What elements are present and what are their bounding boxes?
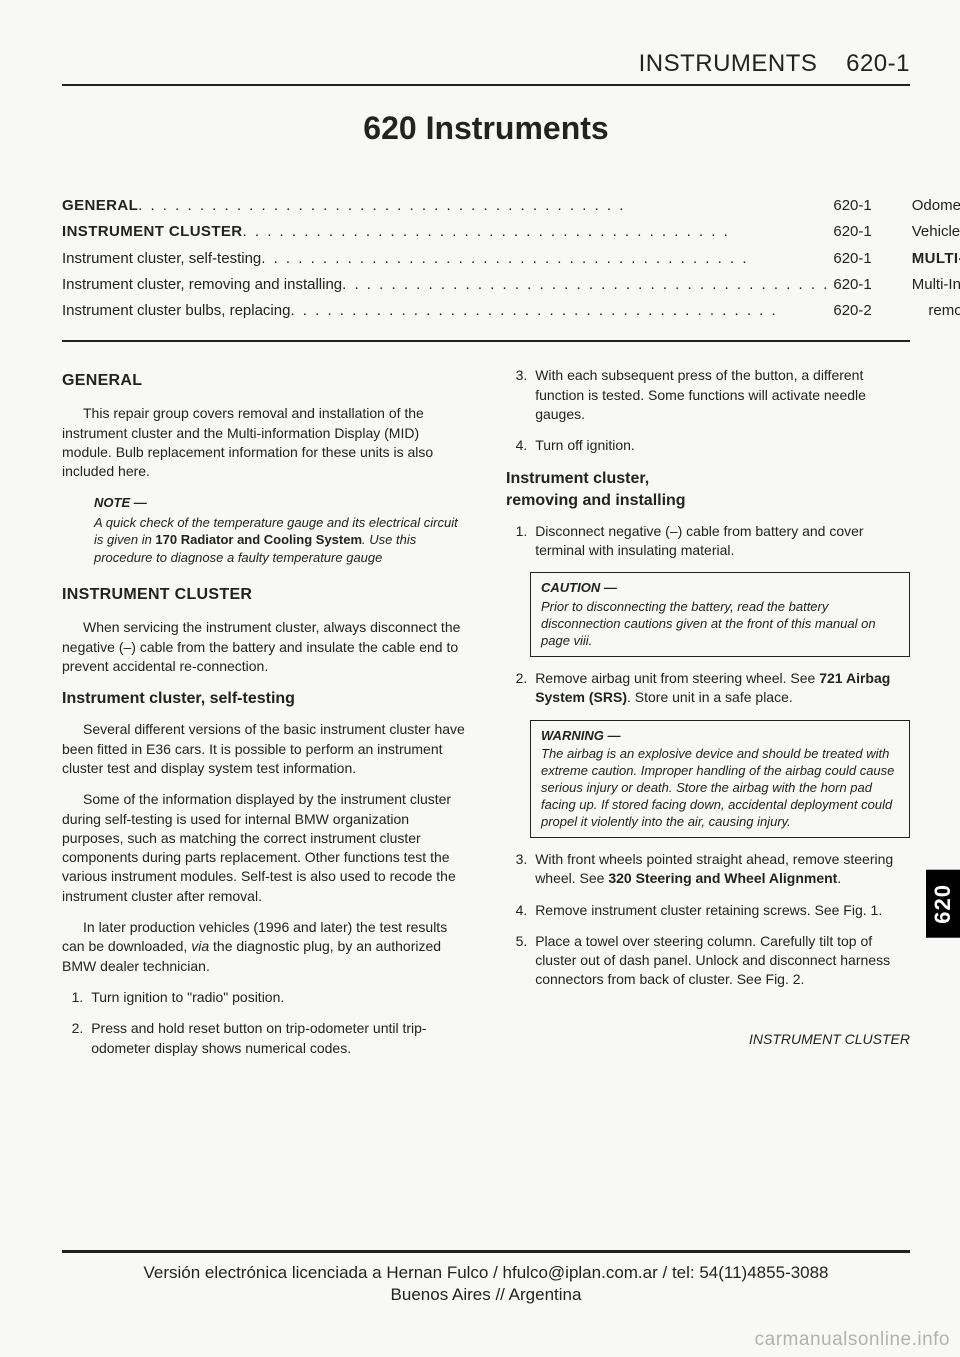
toc-row: Multi-Information Display, [912, 272, 960, 298]
note-title: NOTE — [94, 494, 466, 512]
heading-instrument-cluster: INSTRUMENT CLUSTER [62, 584, 466, 606]
step-4: Turn off ignition. [531, 436, 910, 455]
page: INSTRUMENTS 620-1 620 Instruments GENERA… [0, 0, 960, 1357]
toc-label: Instrument cluster bulbs, replacing [62, 298, 290, 324]
toc-page: 620-2 [829, 298, 871, 324]
toc-label: MULTI-INFORMATION DISPLAY (MID) [912, 246, 960, 272]
note-body: A quick check of the temperature gauge a… [94, 514, 466, 567]
toc-label: Instrument cluster, self-testing [62, 246, 261, 272]
remove-step-2: Remove airbag unit from steering wheel. … [531, 669, 910, 708]
heading-removing-line1: Instrument cluster, [506, 468, 910, 490]
paragraph-general: This repair group covers removal and ins… [62, 404, 466, 481]
paragraph-selftest-1: Several different versions of the basic … [62, 720, 466, 778]
toc-label: Instrument cluster, removing and install… [62, 272, 342, 298]
toc-row: MULTI-INFORMATION DISPLAY (MID) . . . . … [912, 246, 960, 272]
toc-page: 620-1 [829, 193, 871, 219]
toc-dots: . . . . . . . . . . . . . . . . . . . . … [138, 193, 829, 219]
side-tab: 620 [926, 870, 960, 938]
toc-dots: . . . . . . . . . . . . . . . . . . . . … [261, 246, 829, 272]
heading-self-testing: Instrument cluster, self-testing [62, 688, 466, 710]
toc-label: removing and installing [912, 298, 960, 324]
toc-label: Odometer coding plug, replacing [912, 193, 960, 219]
header-rule [62, 84, 910, 86]
toc-row: removing and installing . . . . . . . . … [912, 298, 960, 324]
caution-box: CAUTION — Prior to disconnecting the bat… [530, 572, 910, 657]
remove-step-1: Disconnect negative (–) cable from batte… [531, 522, 910, 561]
removing-steps-2: Remove airbag unit from steering wheel. … [531, 669, 910, 708]
toc-page: 620-1 [829, 219, 871, 245]
remove-step-4: Remove instrument cluster retaining scre… [531, 901, 910, 920]
watermark: carmanualsonline.info [755, 1329, 950, 1351]
selftest-steps: Turn ignition to "radio" position. Press… [87, 988, 466, 1058]
heading-removing-line2: removing and installing [506, 490, 910, 512]
toc-row: Instrument cluster bulbs, replacing . . … [62, 298, 872, 324]
warning-box: WARNING — The airbag is an explosive dev… [530, 720, 910, 838]
paragraph-selftest-2: Some of the information displayed by the… [62, 790, 466, 906]
chapter-title: 620 Instruments [62, 110, 910, 147]
running-header: INSTRUMENTS 620-1 [62, 50, 910, 78]
toc-label: Multi-Information Display, [912, 272, 960, 298]
remove-step-3: With front wheels pointed straight ahead… [531, 850, 910, 889]
selftest-steps-continued: With each subsequent press of the button… [531, 366, 910, 455]
toc-row: Vehicle speed sender, replacing . . . . … [912, 219, 960, 245]
toc-dots: . . . . . . . . . . . . . . . . . . . . … [290, 298, 829, 324]
toc-page: 620-1 [829, 272, 871, 298]
toc-row: GENERAL . . . . . . . . . . . . . . . . … [62, 193, 872, 219]
header-page: 620-1 [846, 50, 910, 77]
warning-body: The airbag is an explosive device and sh… [541, 746, 899, 830]
toc-label: GENERAL [62, 193, 138, 219]
caution-title: CAUTION — [541, 579, 899, 597]
paragraph-selftest-3: In later production vehicles (1996 and l… [62, 918, 466, 976]
toc-row: Instrument cluster, removing and install… [62, 272, 872, 298]
toc-row: INSTRUMENT CLUSTER . . . . . . . . . . .… [62, 219, 872, 245]
heading-general: GENERAL [62, 370, 466, 392]
toc-label: INSTRUMENT CLUSTER [62, 219, 243, 245]
license-line-1: Versión electrónica licenciada a Hernan … [62, 1263, 910, 1283]
toc-dots: . . . . . . . . . . . . . . . . . . . . … [342, 272, 829, 298]
toc-row: Instrument cluster, self-testing . . . .… [62, 246, 872, 272]
removing-steps-3: With front wheels pointed straight ahead… [531, 850, 910, 990]
toc-left-column: GENERAL . . . . . . . . . . . . . . . . … [62, 193, 872, 324]
paragraph-cluster: When servicing the instrument cluster, a… [62, 618, 466, 676]
table-of-contents: GENERAL . . . . . . . . . . . . . . . . … [62, 193, 910, 324]
right-column: With each subsequent press of the button… [506, 366, 910, 1070]
warning-title: WARNING — [541, 727, 899, 745]
toc-page: 620-1 [829, 246, 871, 272]
removing-steps: Disconnect negative (–) cable from batte… [531, 522, 910, 561]
toc-row: Odometer coding plug, replacing . . . . … [912, 193, 960, 219]
step-3: With each subsequent press of the button… [531, 366, 910, 424]
license-footer: Versión electrónica licenciada a Hernan … [62, 1250, 910, 1305]
toc-rule [62, 340, 910, 342]
step-1: Turn ignition to "radio" position. [87, 988, 466, 1007]
section-footer: INSTRUMENT CLUSTER [506, 1030, 910, 1049]
step-2: Press and hold reset button on trip-odom… [87, 1019, 466, 1058]
license-line-2: Buenos Aires // Argentina [62, 1285, 910, 1305]
note-block: NOTE — A quick check of the temperature … [94, 494, 466, 567]
left-column: GENERAL This repair group covers removal… [62, 366, 466, 1070]
toc-right-column: Odometer coding plug, replacing . . . . … [912, 193, 960, 324]
caution-body: Prior to disconnecting the battery, read… [541, 599, 899, 650]
body-columns: GENERAL This repair group covers removal… [62, 366, 910, 1070]
header-section: INSTRUMENTS [639, 50, 818, 77]
toc-label: Vehicle speed sender, replacing [912, 219, 960, 245]
toc-dots: . . . . . . . . . . . . . . . . . . . . … [243, 219, 830, 245]
remove-step-5: Place a towel over steering column. Care… [531, 932, 910, 990]
